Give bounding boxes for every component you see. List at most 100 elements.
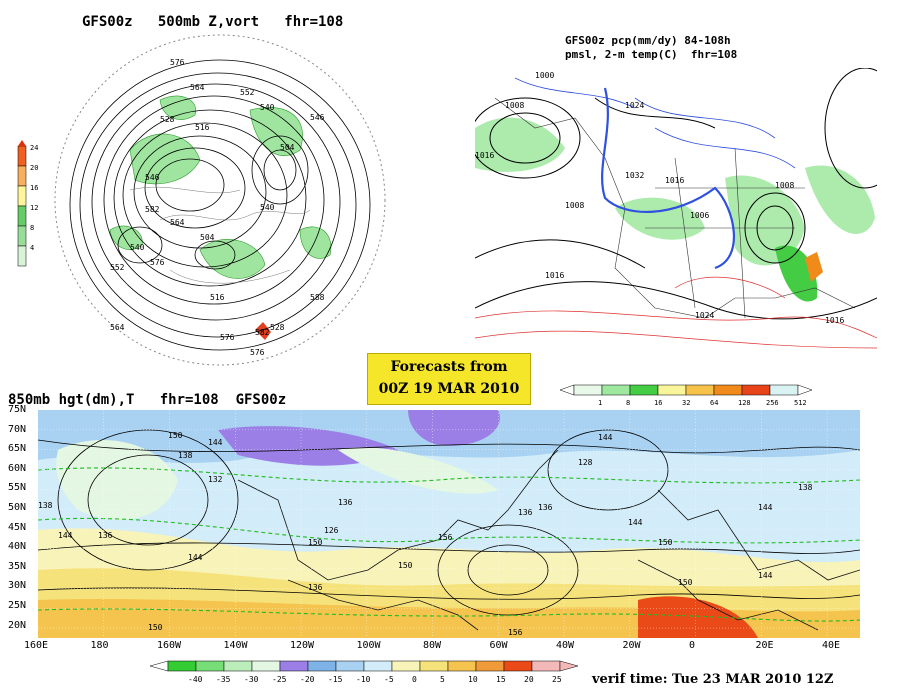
- panel-pcp-title-2: pmsl, 2-m temp(C) fhr=108: [565, 48, 738, 61]
- vort-contour-label: 588: [310, 293, 325, 302]
- temp-legend-swatch: [447, 660, 477, 672]
- lat-tick-label: 35N: [8, 560, 27, 572]
- lon-tick-label: 100W: [356, 640, 381, 651]
- hgt850-contour-label: 156: [438, 533, 453, 542]
- lon-tick-label: 160E: [24, 640, 49, 651]
- pcp-legend-label: 128: [738, 399, 751, 407]
- vort-contour-label: 552: [110, 263, 125, 272]
- lon-tick-label: 40W: [556, 640, 575, 651]
- panel-pcp-map: 1000 1008 1016 1024 1032 1016 1008 1006 1016 1008…: [475, 68, 877, 350]
- lat-tick-label: 70N: [8, 423, 27, 435]
- lon-axis: 160E 180 160W 140W 120W 100W 80W 60W 40W 20W 0 20E 4…: [24, 640, 874, 654]
- hgt850-contour-label: 138: [178, 451, 193, 460]
- pcp-isobar-label: 1008: [505, 101, 524, 110]
- pcp-isobar-label: 1016: [825, 316, 844, 325]
- hgt850-contour-label: 126: [324, 526, 339, 535]
- panel-850-map: 1501441381321381441361361281361441501501…: [38, 410, 860, 638]
- hgt850-contour-label: 136: [338, 498, 353, 507]
- pcp-isobar-label: 1016: [475, 151, 494, 160]
- lat-tick-label: 65N: [8, 443, 27, 455]
- lat-tick-label: 75N: [8, 404, 27, 415]
- lon-tick-label: 80W: [423, 640, 442, 651]
- banner-line-2: 00Z 19 MAR 2010: [378, 381, 520, 397]
- hgt850-contour-label: 138: [38, 501, 53, 510]
- vort-legend-swatch: [17, 225, 27, 247]
- temp-legend-swatch: [503, 660, 533, 672]
- temp-legend-label: 0: [412, 675, 417, 684]
- lon-tick-label: 0: [689, 640, 696, 651]
- hgt850-contour-label: 132: [208, 475, 223, 484]
- panel-850-title: 850mb hgt(dm),T fhr=108 GFS00z: [8, 392, 287, 408]
- temp-legend-label: -40: [188, 675, 203, 684]
- vort-contour-label: 516: [210, 293, 225, 302]
- lon-tick-label: 180: [90, 640, 109, 651]
- hgt850-contour-label: 136: [98, 531, 113, 540]
- temp-legend-label: -15: [328, 675, 343, 684]
- hgt850-contour-label: 144: [628, 518, 643, 527]
- lat-tick-label: 45N: [8, 521, 27, 533]
- pcp-legend-label: 64: [710, 399, 718, 407]
- lat-tick-label: 40N: [8, 541, 27, 553]
- vort-legend-label: 24: [30, 144, 38, 152]
- pcp-isobar-label: 1032: [625, 171, 644, 180]
- temp-legend-swatch: [251, 660, 281, 672]
- pcp-isobar-label: 1008: [565, 201, 584, 210]
- forecast-banner: Forecasts from 00Z 19 MAR 2010: [367, 353, 531, 405]
- temp-legend-label: 10: [468, 675, 478, 684]
- vort-contour-label: 552: [240, 88, 255, 97]
- pcp-legend-swatch: [741, 384, 771, 396]
- pcp-legend-label: 512: [794, 399, 807, 407]
- temp-legend-swatch: [167, 660, 197, 672]
- temp-legend-swatch: [391, 660, 421, 672]
- lat-tick-label: 25N: [8, 600, 27, 611]
- lon-tick-label: 160W: [157, 640, 182, 651]
- vort-contour-label: 504: [200, 233, 215, 242]
- pcp-legend-swatch: [769, 384, 799, 396]
- temp-legend-label: -20: [300, 675, 315, 684]
- vort-contour-label: 540: [260, 103, 275, 112]
- lon-tick-label: 140W: [223, 640, 248, 651]
- lon-tick-label: 40E: [822, 640, 841, 651]
- hgt850-contour-label: 136: [308, 583, 323, 592]
- pcp-legend-label: 32: [682, 399, 690, 407]
- panel-500mb-title: GFS00z 500mb Z,vort fhr=108: [82, 14, 344, 30]
- vort-legend-label: 8: [30, 224, 34, 232]
- pcp-isobar-label: 1024: [695, 311, 714, 320]
- vort-contour-label: 582: [145, 205, 160, 214]
- vort-contour-label: 540: [260, 203, 275, 212]
- temp-legend-label: 5: [440, 675, 445, 684]
- temp-legend-swatch: [279, 660, 309, 672]
- lat-axis: 75N 70N 65N 60N 55N 50N 45N 40N 35N 30N 25N 20N: [8, 404, 38, 640]
- lat-tick-label: 55N: [8, 482, 27, 494]
- vort-contour-label: 564: [110, 323, 125, 332]
- vort-contour-label: 576: [170, 58, 185, 67]
- vort-contour-label: 576: [250, 348, 265, 357]
- temp-legend-label: -10: [356, 675, 371, 684]
- hgt850-contour-label: 144: [188, 553, 203, 562]
- vort-legend-swatch: [17, 165, 27, 187]
- pcp-legend-swatch: [629, 384, 659, 396]
- vort-contour-label: 516: [195, 123, 210, 132]
- pcp-legend-left-arrow: [560, 384, 575, 396]
- verif-time: verif time: Tue 23 MAR 2010 12Z: [592, 672, 834, 687]
- hgt850-contour-label: 150: [148, 623, 163, 632]
- vort-legend-swatch: [17, 185, 27, 207]
- vort-contour-label: 564: [190, 83, 205, 92]
- panel-pcp-title-1: GFS00z pcp(mm/dy) 84-108h: [565, 34, 731, 47]
- hgt850-contour-label: 150: [678, 578, 693, 587]
- temp-legend-swatch: [335, 660, 365, 672]
- lon-tick-label: 20W: [622, 640, 641, 651]
- panel-500mb-map: 576 564 552 540 528 516 504 546 582 564 540 576 588 5…: [54, 34, 386, 366]
- hgt850-contour-label: 150: [398, 561, 413, 570]
- lat-tick-label: 50N: [8, 502, 27, 513]
- temp-legend-label: 20: [524, 675, 534, 684]
- lon-tick-label: 120W: [290, 640, 315, 651]
- hgt850-contour-label: 136: [538, 503, 553, 512]
- pcp-isobar-label: 1006: [690, 211, 709, 220]
- lon-tick-label: 60W: [489, 640, 508, 651]
- vort-contour-label: 582: [255, 328, 270, 337]
- vort-legend-label: 16: [30, 184, 38, 192]
- hgt850-contour-label: 150: [308, 538, 323, 547]
- temp-legend-label: 15: [496, 675, 506, 684]
- temp-legend-swatch: [475, 660, 505, 672]
